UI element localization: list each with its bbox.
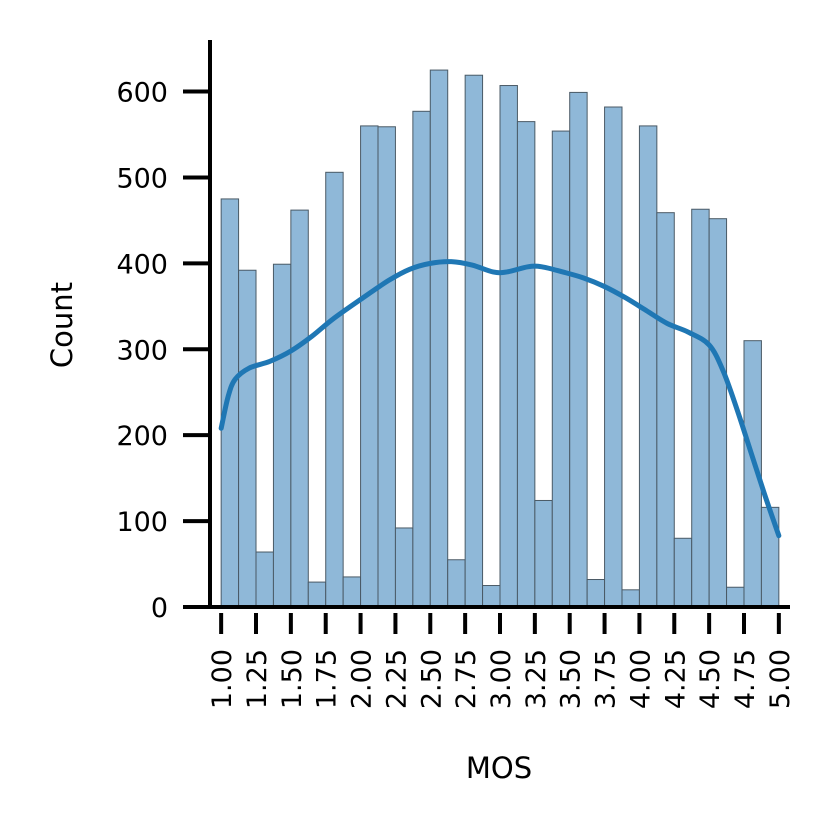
- x-tick-label: 1.75: [312, 649, 343, 709]
- x-tick-label: 4.00: [625, 649, 656, 709]
- histogram-bar: [325, 171, 344, 608]
- y-tick-label: 0: [151, 593, 168, 624]
- histogram-bar: [726, 586, 745, 608]
- histogram-bar: [586, 579, 606, 608]
- histogram-bar: [621, 589, 640, 608]
- x-tick-label: 1.25: [242, 649, 273, 709]
- x-tick-label: 3.00: [486, 649, 517, 709]
- x-tick-label: 1.50: [277, 649, 308, 709]
- histogram-bar: [691, 208, 710, 608]
- histogram-bar: [551, 130, 571, 608]
- histogram-bar: [238, 269, 257, 608]
- histogram-bar: [377, 126, 396, 608]
- histogram-bar: [447, 559, 466, 608]
- x-tick-label: 4.75: [730, 649, 761, 709]
- histogram-bar: [499, 85, 518, 608]
- x-tick-label: 1.00: [207, 649, 238, 709]
- histogram-bar: [307, 581, 327, 608]
- histogram-bar: [429, 69, 449, 608]
- x-tick-label: 3.75: [591, 649, 622, 709]
- y-tick-label: 200: [116, 421, 168, 452]
- histogram-bar: [360, 125, 379, 608]
- kde-line: [218, 259, 782, 539]
- histogram-bar: [708, 218, 728, 608]
- x-tick-label: 2.75: [451, 649, 482, 709]
- histogram-bar: [534, 499, 553, 608]
- x-tick-label: 5.00: [765, 649, 796, 709]
- x-tick-label: 3.50: [556, 649, 587, 709]
- y-tick-label: 100: [116, 507, 168, 538]
- x-tick-label: 4.50: [695, 649, 726, 709]
- histogram-bar: [482, 585, 501, 608]
- y-axis-title: Count: [45, 282, 79, 368]
- histogram-bar: [412, 110, 431, 608]
- histogram-bar: [656, 212, 675, 608]
- y-tick-label: 600: [116, 78, 168, 109]
- x-axis-ticks: 1.00 1.25 1.50 1.75 2.00 2.25 2.50 2.75 3.00 3.25…: [207, 613, 796, 709]
- y-tick-label: 300: [116, 335, 168, 366]
- x-axis-title: MOS: [466, 751, 532, 785]
- histogram-bar: [604, 106, 623, 608]
- histogram-bar: [255, 551, 274, 608]
- x-tick-label: 4.25: [660, 649, 691, 709]
- axes: [208, 40, 790, 609]
- x-tick-label: 2.25: [381, 649, 412, 709]
- histogram-bar: [394, 527, 414, 608]
- histogram-bar: [290, 209, 309, 608]
- x-tick-label: 2.00: [347, 649, 378, 709]
- histogram-bar: [673, 537, 693, 608]
- y-tick-label: 500: [116, 163, 168, 194]
- y-axis-ticks: 0 100 200 300 400 500 600: [116, 78, 210, 624]
- x-tick-label: 2.50: [416, 649, 447, 709]
- y-tick-label: 400: [116, 249, 168, 280]
- histogram-bar: [638, 125, 658, 608]
- histogram-bar: [464, 74, 484, 608]
- histogram-bar: [272, 263, 292, 608]
- x-tick-label: 3.25: [521, 649, 552, 709]
- histogram-bar: [516, 121, 536, 608]
- histogram-bar: [342, 576, 362, 608]
- kde-curve-group: [218, 259, 782, 539]
- histogram-bar: [569, 91, 588, 608]
- histogram-bar: [220, 198, 240, 608]
